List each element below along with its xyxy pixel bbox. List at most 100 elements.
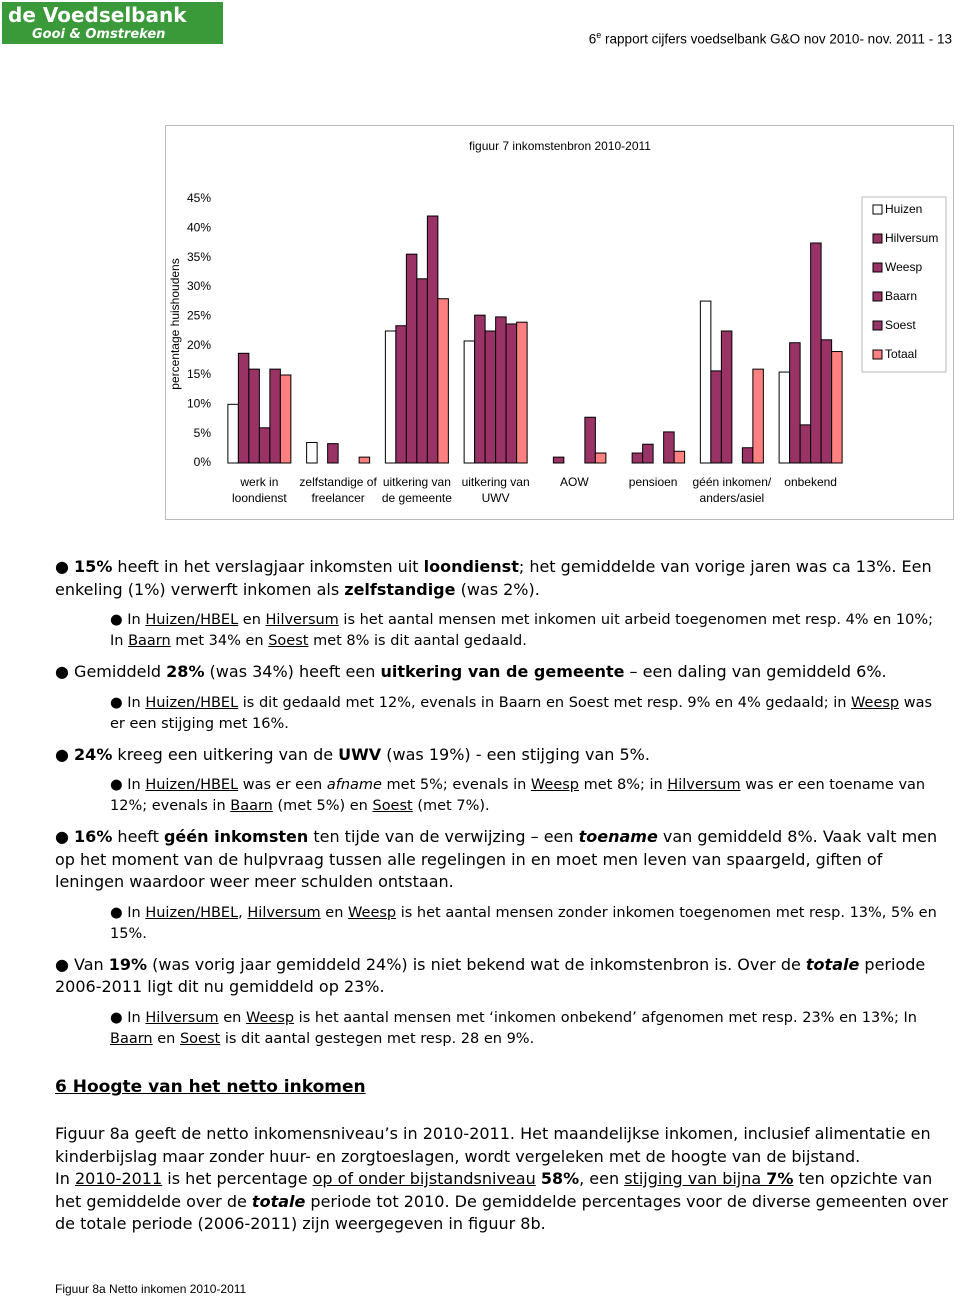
bar: [484, 330, 497, 464]
bar: [384, 330, 397, 464]
text-run: géén inkomsten: [163, 827, 309, 846]
bar: [789, 342, 801, 464]
text-run: ,: [238, 904, 248, 921]
bar: [799, 424, 812, 464]
text-run: 16%: [74, 827, 113, 846]
text-run: Huizen/HBEL: [145, 612, 239, 628]
text-run: stijging van bijna: [624, 1169, 767, 1188]
text-run: 7%: [766, 1169, 794, 1188]
legend-label: Hilversum: [885, 231, 938, 245]
page-header: 6e rapport cijfers voedselbank G&O nov 2…: [589, 30, 952, 47]
text-run: op of onder bijstandsniveau: [312, 1169, 536, 1188]
text-run: Huizen/HBEL: [145, 694, 239, 711]
bar: [405, 253, 418, 464]
text-run: totale: [805, 954, 860, 974]
text-run: 2010-2011: [74, 1169, 163, 1188]
text-run: ten opzichte van het gemiddelde over de: [55, 1169, 933, 1211]
text-run: met 8% is dit aantal gedaald.: [308, 633, 527, 649]
text-run: was er een stijging met 16%.: [110, 694, 933, 732]
body-text: Figuur 8a geeft de netto inkomensniveau’…: [55, 1123, 960, 1236]
text-run: zelfstandige: [344, 579, 456, 599]
y-axis-label: percentage huishoudens: [168, 258, 182, 389]
text-run: Figuur 8a geeft de netto inkomensniveau’…: [55, 1124, 931, 1166]
paragraph: In 2010-2011 is het percentage op of ond…: [55, 1168, 960, 1236]
bar: [227, 403, 239, 464]
text-run: Weesp: [530, 777, 580, 793]
bar: [269, 368, 281, 464]
bar: [437, 298, 449, 464]
text-run: Baarn: [230, 798, 273, 814]
bar: [810, 242, 822, 464]
legend-swatch: [872, 291, 883, 302]
bullet-paragraph: ● In Huizen/HBEL en Hilversum is het aan…: [110, 610, 950, 652]
logo-title: de Voedselbank: [8, 3, 187, 27]
text-run: toename: [578, 827, 658, 846]
paragraph: Figuur 8a geeft de netto inkomensniveau’…: [55, 1123, 960, 1168]
logo: de Voedselbank Gooi & Omstreken: [2, 2, 223, 44]
text-run: 6: [588, 31, 597, 47]
text-run: ●: [55, 557, 75, 576]
text-run: (was 2%).: [455, 579, 540, 599]
text-run: ●: [55, 744, 75, 764]
text-run: 58%: [540, 1169, 580, 1188]
text-run: is het percentage: [162, 1169, 313, 1188]
text-run: periode 2006-2011 ligt dit nu gemiddeld …: [55, 954, 926, 997]
text-run: heeft in het verslagjaar inkomsten uit: [112, 557, 424, 576]
legend-label: Weesp: [885, 260, 922, 274]
text-run: en: [218, 1009, 246, 1026]
text-run: Baarn: [128, 633, 171, 649]
bar: [258, 427, 271, 464]
text-run: (was 19%) - een stijging van 5%.: [381, 744, 650, 764]
text-run: Soest: [372, 798, 413, 814]
bar: [720, 330, 733, 464]
text-run: uitkering van de gemeente: [380, 662, 625, 681]
text-run: ● In: [110, 694, 146, 711]
bar: [820, 339, 833, 464]
text-run: (met 7%).: [412, 798, 490, 814]
text-run: periode tot 2010. De gemiddelde percenta…: [55, 1191, 949, 1234]
text-run: ● In: [110, 1009, 146, 1026]
bullet-paragraph: ● In Hilversum en Weesp is het aantal me…: [110, 1008, 950, 1050]
bullet-paragraph: ● In Huizen/HBEL was er een afname met 5…: [110, 775, 950, 817]
bullet-paragraph: ● In Huizen/HBEL is dit gedaald met 12%,…: [110, 693, 950, 735]
text-run: Soest: [179, 1030, 221, 1047]
text-run: (was vorig jaar gemiddeld 24%) is niet b…: [147, 954, 806, 974]
text-run: ● In: [110, 904, 146, 921]
text-run: ● Van: [55, 954, 109, 974]
x-tick-label: géén inkomen/ anders/asiel: [692, 475, 772, 505]
y-tick-label: 0%: [194, 455, 212, 469]
bar: [426, 215, 439, 464]
text-run: 19%: [108, 954, 148, 974]
text-run: heeft: [112, 827, 164, 846]
legend-swatch: [872, 233, 883, 244]
text-run: Hilversum: [247, 904, 321, 921]
x-tick-label: werk in loondienst: [232, 475, 287, 505]
x-tick-label: pensioen: [628, 475, 678, 489]
text-run: 28%: [166, 662, 205, 681]
text-run: In: [55, 1169, 75, 1188]
text-run: met 5%; evenals in: [381, 777, 531, 793]
text-run: UWV: [338, 744, 382, 764]
bar: [673, 450, 686, 464]
text-run: (met 5%) en: [272, 798, 373, 814]
text-run: Hilversum: [145, 1009, 219, 1026]
bar: [495, 316, 507, 464]
bar: [248, 368, 260, 464]
bar: [594, 452, 607, 464]
text-run: ; het gemiddelde van vorige jaren was ca…: [55, 557, 932, 599]
legend-label: Huizen: [885, 202, 922, 216]
legend-label: Soest: [885, 318, 916, 332]
section-heading: 6 Hoogte van het netto inkomen: [55, 1077, 366, 1097]
text-run: van gemiddeld 8%. Vaak valt men op het m…: [55, 827, 938, 891]
legend-swatch: [872, 204, 883, 215]
bar: [741, 447, 754, 464]
text-run: en: [320, 904, 349, 921]
y-tick-label: 25%: [187, 309, 211, 323]
logo-subtitle: Gooi & Omstreken: [32, 27, 166, 42]
bullet-paragraph: ● In Huizen/HBEL, Hilversum en Weesp is …: [110, 903, 950, 945]
text-run: is het aantal mensen met ‘inkomen onbeke…: [294, 1009, 917, 1026]
bar: [416, 278, 428, 464]
figure-caption: Figuur 8a Netto inkomen 2010-2011: [55, 1282, 247, 1296]
y-tick-label: 10%: [187, 397, 211, 411]
